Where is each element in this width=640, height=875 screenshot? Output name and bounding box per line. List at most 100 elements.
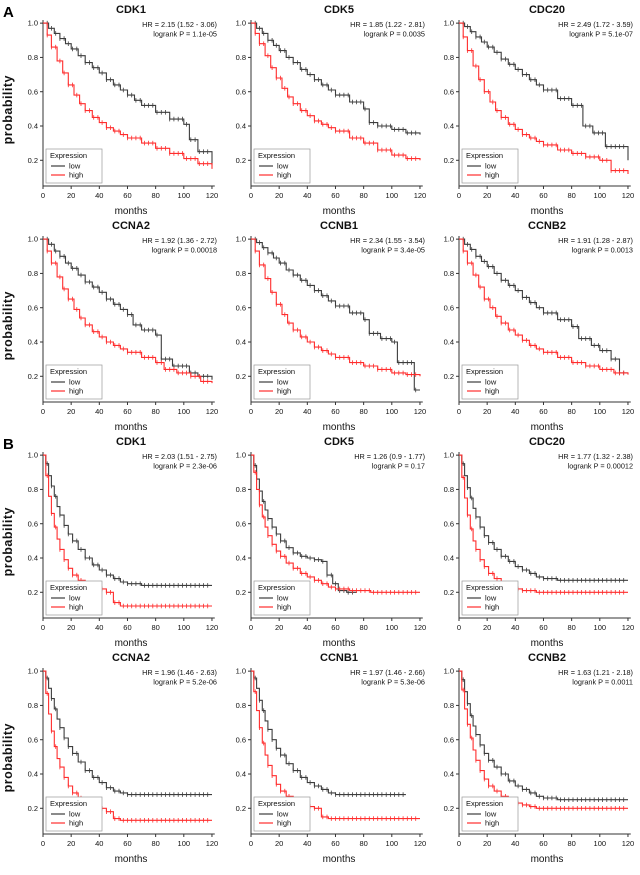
hr-annotation: HR = 1.63 (1.21 - 2.18) xyxy=(558,668,633,677)
y-tick-label: 0.4 xyxy=(444,770,454,779)
legend-label-low: low xyxy=(485,162,497,171)
km-plot-slot: 0 20 40 60 80 100 120 0.2 0.4 0.6 0.8 1.0 CDC20 HR = … xyxy=(432,434,640,650)
y-tick-label: 0.8 xyxy=(236,53,246,62)
x-tick-label: 40 xyxy=(303,191,311,200)
x-tick-label: 60 xyxy=(123,839,131,848)
x-tick-label: 20 xyxy=(483,407,491,416)
y-tick-label: 0.4 xyxy=(236,338,246,347)
legend-label-high: high xyxy=(485,603,499,612)
legend-label-low: low xyxy=(69,378,81,387)
hr-annotation: HR = 1.97 (1.46 - 2.66) xyxy=(350,668,425,677)
y-tick-label: 0.6 xyxy=(236,303,246,312)
x-tick-label: 20 xyxy=(275,839,283,848)
x-tick-label: 100 xyxy=(386,407,399,416)
x-axis-title: months xyxy=(323,422,356,433)
x-axis-title: months xyxy=(531,854,564,865)
x-axis-title: months xyxy=(323,854,356,865)
x-tick-label: 60 xyxy=(539,191,547,200)
x-tick-label: 120 xyxy=(206,407,219,416)
km-plot-slot: 0 20 40 60 80 100 120 0.2 0.4 0.6 0.8 1.0 CCNA2 HR = … xyxy=(16,650,224,866)
y-tick-label: 1.0 xyxy=(444,235,454,244)
hr-annotation: HR = 1.92 (1.36 - 2.72) xyxy=(142,236,217,245)
logrank-annotation: logrank P = 0.0011 xyxy=(572,678,633,687)
x-tick-label: 0 xyxy=(41,191,45,200)
y-tick-label: 0.8 xyxy=(444,701,454,710)
y-tick-label: 0.4 xyxy=(236,770,246,779)
legend-label-low: low xyxy=(69,810,81,819)
high-curve xyxy=(251,454,420,593)
x-axis-title: months xyxy=(531,638,564,649)
y-tick-label: 0.2 xyxy=(444,372,454,381)
y-tick-label: 0.8 xyxy=(444,53,454,62)
high-curve xyxy=(251,22,421,161)
y-tick-label: 0.2 xyxy=(236,372,246,381)
high-curve xyxy=(43,454,212,607)
x-tick-label: 0 xyxy=(457,407,461,416)
y-tick-label: 1.0 xyxy=(444,667,454,676)
km-plot-slot: 0 20 40 60 80 100 120 0.2 0.4 0.6 0.8 1.0 CCNB2 HR = … xyxy=(432,218,640,434)
legend-title: Expression xyxy=(258,151,295,160)
y-tick-label: 1.0 xyxy=(236,235,246,244)
x-tick-label: 60 xyxy=(539,407,547,416)
legend-title: Expression xyxy=(258,799,295,808)
km-plot-slot: 0 20 40 60 80 100 120 0.2 0.4 0.6 0.8 1.0 CDC20 HR = … xyxy=(432,2,640,218)
y-axis-title-text: probability xyxy=(1,291,15,361)
y-tick-label: 0.6 xyxy=(444,303,454,312)
x-tick-label: 60 xyxy=(331,623,339,632)
low-curve xyxy=(459,670,628,801)
x-tick-label: 20 xyxy=(67,407,75,416)
legend-label-low: low xyxy=(485,594,497,603)
x-tick-label: 80 xyxy=(359,623,367,632)
x-tick-label: 40 xyxy=(511,623,519,632)
high-curve xyxy=(459,670,628,809)
x-tick-label: 20 xyxy=(67,191,75,200)
hr-annotation: HR = 2.03 (1.51 - 2.75) xyxy=(142,452,217,461)
hr-annotation: HR = 2.49 (1.72 - 3.59) xyxy=(558,20,633,29)
km-plot-B-CCNA2: 0 20 40 60 80 100 120 0.2 0.4 0.6 0.8 1.0 CCNA2 HR = … xyxy=(28,652,219,865)
legend-label-high: high xyxy=(277,171,291,180)
x-tick-label: 20 xyxy=(67,839,75,848)
x-tick-label: 100 xyxy=(178,623,191,632)
logrank-annotation: logrank P = 0.0035 xyxy=(364,30,425,39)
hr-annotation: HR = 2.15 (1.52 - 3.06) xyxy=(142,20,217,29)
y-tick-label: 0.4 xyxy=(444,554,454,563)
km-plot-slot: 0 20 40 60 80 100 120 0.2 0.4 0.6 0.8 1.0 CDK1 HR = 2… xyxy=(16,2,224,218)
x-tick-label: 20 xyxy=(275,191,283,200)
high-curve xyxy=(251,670,420,820)
x-tick-label: 20 xyxy=(275,407,283,416)
legend-label-high: high xyxy=(69,171,83,180)
y-tick-label: 0.6 xyxy=(444,519,454,528)
legend-label-high: high xyxy=(69,819,83,828)
low-curve xyxy=(251,454,357,593)
x-tick-label: 0 xyxy=(249,839,253,848)
x-tick-label: 0 xyxy=(41,407,45,416)
y-tick-label: 0.8 xyxy=(28,269,38,278)
x-tick-label: 100 xyxy=(386,623,399,632)
high-curve xyxy=(43,238,213,384)
x-tick-label: 80 xyxy=(567,407,575,416)
legend-title: Expression xyxy=(466,799,503,808)
km-plot-B-CCNB2: 0 20 40 60 80 100 120 0.2 0.4 0.6 0.8 1.0 CCNB2 HR = … xyxy=(444,652,635,865)
x-tick-label: 20 xyxy=(483,191,491,200)
x-tick-label: 60 xyxy=(123,191,131,200)
x-tick-label: 20 xyxy=(483,623,491,632)
x-tick-label: 100 xyxy=(594,839,607,848)
x-tick-label: 60 xyxy=(331,839,339,848)
low-curve xyxy=(43,238,213,380)
y-tick-label: 0.6 xyxy=(28,303,38,312)
logrank-annotation: logrank P = 5.1e-07 xyxy=(569,30,633,39)
y-tick-label: 0.4 xyxy=(236,122,246,131)
y-tick-label: 1.0 xyxy=(236,19,246,28)
x-tick-label: 0 xyxy=(249,407,253,416)
y-tick-label: 0.4 xyxy=(28,122,38,131)
legend-label-low: low xyxy=(485,810,497,819)
plot-title: CDK5 xyxy=(324,436,354,448)
y-tick-label: 0.8 xyxy=(28,485,38,494)
y-tick-label: 0.6 xyxy=(28,735,38,744)
x-tick-label: 80 xyxy=(359,191,367,200)
legend-label-high: high xyxy=(277,603,291,612)
legend-title: Expression xyxy=(466,151,503,160)
legend-label-low: low xyxy=(69,594,81,603)
low-curve xyxy=(459,22,629,161)
